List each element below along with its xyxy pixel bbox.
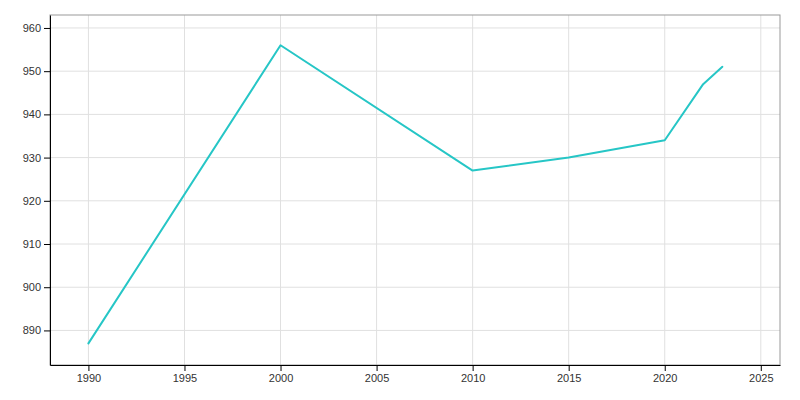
y-tick: 890 — [23, 324, 50, 336]
x-tick-label: 2020 — [653, 372, 677, 384]
y-tick-label: 940 — [23, 108, 41, 120]
y-axis: 890 900 910 920 930 940 950 960 — [23, 16, 51, 366]
x-tick-mark — [281, 365, 282, 371]
x-tick-mark — [569, 365, 570, 371]
y-tick: 930 — [23, 152, 50, 164]
y-tick-mark — [44, 330, 50, 331]
y-tick-mark — [44, 71, 50, 72]
x-grid-line — [280, 15, 281, 365]
y-tick-label: 910 — [23, 238, 41, 250]
x-tick: 2020 — [653, 365, 677, 384]
y-tick-mark — [44, 201, 50, 202]
y-tick-mark — [44, 28, 50, 29]
x-grid-line — [184, 15, 185, 365]
plot-area: 1990 1995 2000 2005 2010 2015 2020 2025 890 900 91… — [23, 15, 781, 384]
series — [88, 45, 722, 343]
chart: 1990 1995 2000 2005 2010 2015 2020 2025 890 900 91… — [0, 0, 800, 400]
x-tick: 1995 — [173, 365, 197, 384]
x-tick: 1990 — [77, 365, 101, 384]
y-grid-line — [50, 200, 780, 201]
y-grid-line — [50, 287, 780, 288]
y-axis-line — [50, 16, 51, 366]
x-tick-mark — [184, 365, 185, 371]
x-tick-label: 2015 — [557, 372, 581, 384]
y-tick-label: 950 — [23, 65, 41, 77]
x-tick-mark — [761, 365, 762, 371]
y-tick-label: 890 — [23, 324, 41, 336]
x-tick-label: 2025 — [749, 372, 773, 384]
x-grid-line — [760, 15, 761, 365]
x-axis-line — [51, 365, 781, 366]
x-tick-mark — [377, 365, 378, 371]
x-tick-mark — [665, 365, 666, 371]
y-tick: 960 — [23, 22, 50, 34]
y-tick-mark — [44, 287, 50, 288]
x-tick-label: 2000 — [269, 372, 293, 384]
plot-frame — [50, 15, 780, 365]
y-tick: 910 — [23, 238, 50, 250]
y-tick-label: 920 — [23, 195, 41, 207]
x-tick: 2000 — [269, 365, 293, 384]
y-tick-mark — [44, 158, 50, 159]
y-grid-line — [50, 71, 780, 72]
x-tick-label: 2010 — [461, 372, 485, 384]
y-tick-mark — [44, 244, 50, 245]
x-tick-mark — [88, 365, 89, 371]
x-tick-mark — [473, 365, 474, 371]
x-grid-line — [472, 15, 473, 365]
y-tick: 940 — [23, 108, 50, 120]
line — [88, 45, 722, 343]
x-tick: 2010 — [461, 365, 485, 384]
y-tick-mark — [44, 114, 50, 115]
y-grid-line — [50, 27, 780, 28]
x-tick: 2005 — [365, 365, 389, 384]
x-axis: 1990 1995 2000 2005 2010 2015 2020 2025 — [51, 365, 781, 384]
x-tick-label: 2005 — [365, 372, 389, 384]
y-grid-line — [50, 114, 780, 115]
y-tick: 950 — [23, 65, 50, 77]
y-grid-line — [50, 244, 780, 245]
x-tick: 2015 — [557, 365, 581, 384]
y-tick-label: 930 — [23, 152, 41, 164]
x-tick-label: 1995 — [173, 372, 197, 384]
y-tick: 920 — [23, 195, 50, 207]
y-tick: 900 — [23, 281, 50, 293]
y-tick-label: 900 — [23, 281, 41, 293]
y-tick-label: 960 — [23, 22, 41, 34]
y-grid-line — [50, 330, 780, 331]
x-grid-line — [568, 15, 569, 365]
y-grid-line — [50, 157, 780, 158]
x-grid-line — [664, 15, 665, 365]
x-grid-line — [88, 15, 89, 365]
x-grid-line — [376, 15, 377, 365]
x-tick-label: 1990 — [77, 372, 101, 384]
grid — [50, 15, 780, 365]
x-tick: 2025 — [749, 365, 773, 384]
